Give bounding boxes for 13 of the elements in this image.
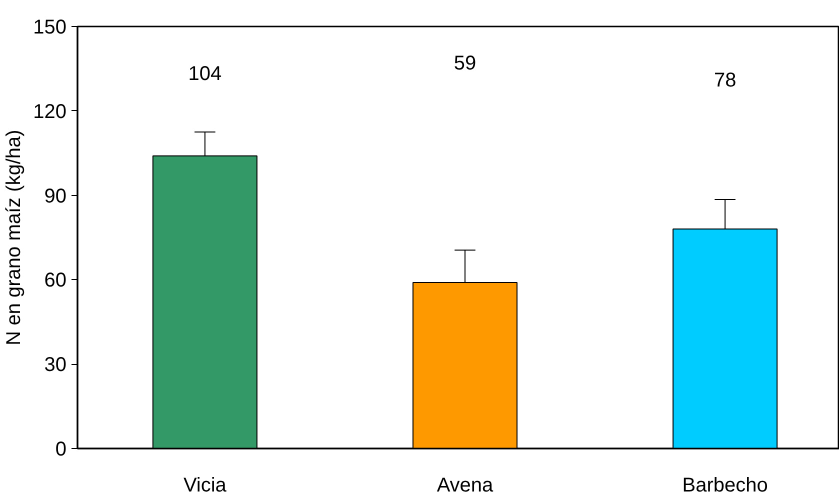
y-tick-label: 0 xyxy=(55,438,66,460)
y-tick-label: 60 xyxy=(44,270,67,292)
y-tick-label: 150 xyxy=(33,16,67,38)
y-tick-label: 30 xyxy=(44,354,67,376)
annotation: 104 xyxy=(188,62,222,85)
x-tick-label: Vicia xyxy=(183,474,228,496)
annotation: 59 xyxy=(454,52,476,74)
x-tick-label: Avena xyxy=(436,474,494,496)
y-tick-label: 120 xyxy=(33,100,67,123)
annotation: 78 xyxy=(714,69,736,92)
x-tick-label: Barbecho xyxy=(682,474,768,496)
y-tick-label: 90 xyxy=(44,185,67,208)
y-axis-title: N en grano maíz (kg/ha) xyxy=(3,130,26,346)
